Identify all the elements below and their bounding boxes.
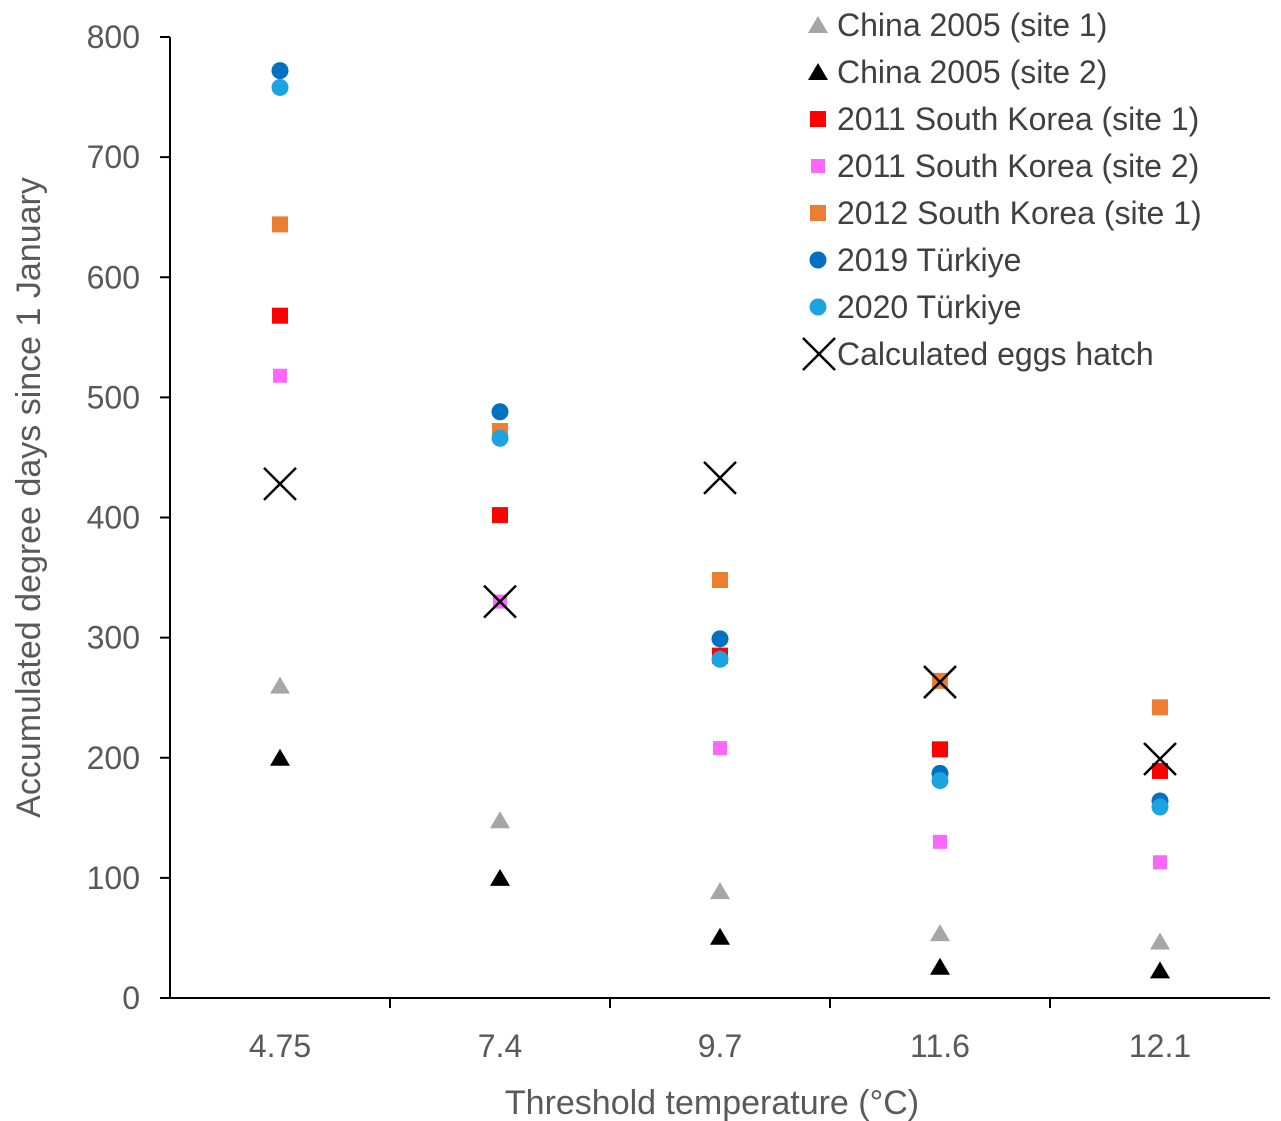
x-tick-label: 4.75 [249, 1028, 311, 1064]
x-axis-title: Threshold temperature (°C) [505, 1084, 919, 1121]
data-point [711, 650, 729, 668]
data-point [710, 882, 730, 900]
data-point [1143, 742, 1177, 776]
y-tick-label: 800 [87, 19, 140, 55]
data-point [1152, 699, 1168, 716]
data-point [272, 307, 288, 324]
data-point [1152, 762, 1168, 779]
legend-label: 2012 South Korea (site 1) [837, 195, 1202, 231]
x-tick-label: 7.4 [478, 1028, 522, 1064]
data-point [712, 571, 728, 588]
legend-label: 2011 South Korea (site 2) [837, 148, 1199, 184]
y-tick-label: 200 [87, 740, 140, 776]
series-7 [263, 460, 1177, 776]
legend-marker [809, 298, 827, 316]
data-point [710, 927, 730, 945]
data-point [491, 429, 509, 447]
data-point [1153, 855, 1167, 870]
y-tick-label: 0 [122, 980, 140, 1016]
x-tick-label: 11.6 [910, 1028, 970, 1064]
y-tick-label: 400 [87, 500, 140, 536]
data-point [483, 584, 517, 619]
legend-label: China 2005 (site 1) [837, 7, 1107, 43]
data-point [711, 630, 729, 648]
legend-label: 2011 South Korea (site 1) [837, 101, 1199, 137]
data-point [703, 460, 737, 495]
data-point [492, 507, 508, 524]
data-point [931, 772, 949, 790]
legend-label: China 2005 (site 2) [837, 54, 1107, 90]
x-ticks: 4.75 7.4 9.7 11.6 12.1 [249, 998, 1191, 1064]
series-2 [272, 307, 1168, 779]
data-point [1151, 798, 1169, 816]
legend-marker [808, 63, 828, 80]
legend-marker [811, 159, 825, 173]
y-tick-label: 100 [87, 860, 140, 896]
y-tick-label: 700 [87, 139, 140, 175]
y-axis-title: Accumulated degree days since 1 January [10, 177, 48, 818]
y-tick-label: 300 [87, 620, 140, 656]
data-point [713, 741, 727, 756]
series-1 [270, 748, 1170, 979]
y-tick-label: 500 [87, 379, 140, 415]
legend-label: 2020 Türkiye [837, 289, 1021, 325]
legend-marker [810, 205, 826, 221]
data-points [263, 62, 1177, 979]
legend-marker [810, 111, 826, 127]
y-tick-label: 600 [87, 259, 140, 295]
legend-marker [808, 16, 828, 33]
data-point [271, 62, 289, 80]
data-point [1150, 932, 1170, 950]
legend-marker [802, 337, 836, 371]
data-point [270, 748, 290, 766]
data-point [273, 368, 287, 383]
y-ticks: 0 100 200 300 400 500 600 700 800 [87, 19, 170, 1016]
series-3 [273, 368, 1167, 870]
data-point [932, 741, 948, 758]
data-point [272, 216, 288, 233]
legend-label: 2019 Türkiye [837, 242, 1021, 278]
legend: China 2005 (site 1) China 2005 (site 2) 20… [802, 7, 1202, 372]
legend-label: Calculated eggs hatch [837, 336, 1154, 372]
data-point [270, 676, 290, 694]
x-tick-label: 9.7 [698, 1028, 742, 1064]
data-point [930, 957, 950, 975]
data-point [271, 78, 289, 96]
data-point [930, 924, 950, 942]
data-point [923, 665, 957, 699]
data-point [1150, 961, 1170, 979]
x-tick-label: 12.1 [1129, 1028, 1191, 1064]
legend-marker [809, 251, 827, 269]
series-6 [271, 78, 1169, 816]
data-point [263, 466, 297, 501]
data-point [933, 834, 947, 849]
data-point [490, 868, 510, 886]
data-point [491, 403, 509, 421]
series-0 [270, 676, 1170, 950]
data-point [490, 811, 510, 829]
